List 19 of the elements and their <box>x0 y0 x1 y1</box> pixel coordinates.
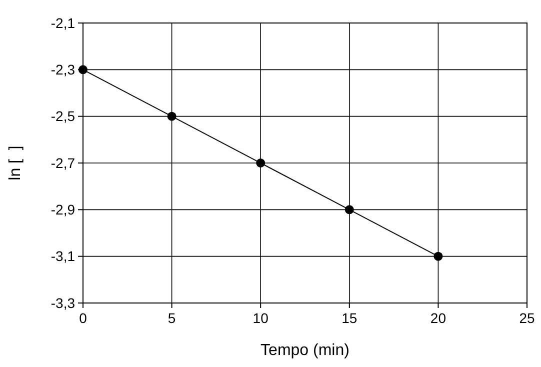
y-tick-label: -2,1 <box>50 14 76 31</box>
x-tick-label: 5 <box>168 310 176 326</box>
point <box>256 158 266 168</box>
y-tick-label: -3,1 <box>50 248 76 264</box>
x-tick-label: 0 <box>79 310 88 326</box>
x-tick-label: 10 <box>252 310 269 326</box>
point <box>434 252 443 261</box>
x-tick-label: 20 <box>430 310 446 326</box>
x-axis-title: Tempo (min) <box>260 342 350 359</box>
x-tick-label: 25 <box>519 310 535 326</box>
y-tick-label: -2,7 <box>50 154 76 171</box>
x-tick-label: 15 <box>342 310 358 326</box>
y-tick-label: -2,5 <box>50 108 76 124</box>
y-axis-title: ln [ ] <box>7 146 24 180</box>
point <box>167 112 176 121</box>
y-tick-label: -2,9 <box>50 202 76 218</box>
y-tick-label: -3,3 <box>50 294 76 311</box>
point <box>344 205 354 214</box>
y-tick-label: -2,3 <box>50 62 76 78</box>
